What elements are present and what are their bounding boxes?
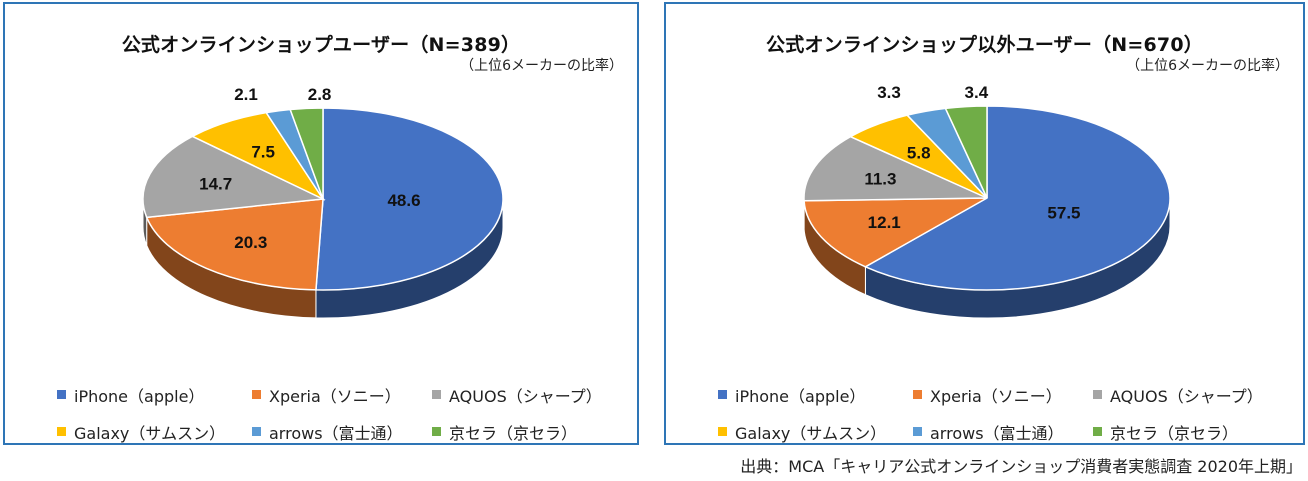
data-label-kyocera: 3.4 bbox=[965, 83, 989, 102]
legend-item: AQUOS（シャープ） bbox=[1093, 383, 1263, 407]
data-label-xperia: 12.1 bbox=[868, 213, 901, 232]
legend-label: AQUOS（シャープ） bbox=[449, 386, 602, 406]
legend-item: iPhone（apple） bbox=[57, 383, 252, 407]
legend-swatch-arrows bbox=[913, 427, 922, 436]
legend-label: Xperia（ソニー） bbox=[930, 386, 1062, 406]
legend-item: arrows（富士通） bbox=[913, 420, 1093, 444]
pie-chart: 48.6 20.3 14.7 7.5 2.1 2.8 bbox=[142, 85, 504, 319]
legend-label: Galaxy（サムスン） bbox=[735, 423, 887, 443]
pie-slice-iphone bbox=[315, 107, 504, 291]
legend-swatch-galaxy bbox=[718, 427, 727, 436]
legend-swatch-iphone bbox=[718, 390, 727, 399]
pie-chart: 57.5 12.1 11.3 5.8 3.3 3.4 bbox=[803, 83, 1171, 319]
chart-panel-other-shop: 公式オンラインショップ以外ユーザー（N=670） （上位6メーカーの比率） 57… bbox=[664, 2, 1305, 445]
pie-slice-xperia bbox=[145, 198, 324, 291]
legend-label: arrows（富士通） bbox=[930, 423, 1064, 443]
legend-swatch-iphone bbox=[57, 390, 66, 399]
data-label-xperia: 20.3 bbox=[234, 233, 267, 252]
legend: iPhone（apple） Xperia（ソニー） AQUOS（シャープ） Ga… bbox=[718, 376, 1278, 450]
data-label-iphone: 48.6 bbox=[387, 191, 420, 210]
legend-label: Xperia（ソニー） bbox=[269, 386, 401, 406]
legend-swatch-kyocera bbox=[432, 427, 441, 436]
legend-swatch-xperia bbox=[913, 390, 922, 399]
pie-slice-xperia bbox=[803, 197, 988, 268]
data-label-aquos: 14.7 bbox=[199, 175, 232, 194]
chart-subtitle: （上位6メーカーの比率） bbox=[1126, 58, 1289, 74]
legend-label: AQUOS（シャープ） bbox=[1110, 386, 1263, 406]
legend-swatch-xperia bbox=[252, 390, 261, 399]
pie-slice-kyocera bbox=[289, 107, 324, 200]
pie-slice-kyocera bbox=[944, 105, 988, 199]
legend-item: 京セラ（京セラ） bbox=[432, 420, 577, 444]
legend-label: 京セラ（京セラ） bbox=[449, 423, 578, 443]
pie-slice-iphone bbox=[863, 105, 1171, 291]
legend-swatch-galaxy bbox=[57, 427, 66, 436]
chart-panel-official-shop: 公式オンラインショップユーザー（N=389） （上位6メーカーの比率） 48.6… bbox=[3, 2, 639, 445]
pie-slice-aquos bbox=[803, 135, 988, 202]
data-label-iphone: 57.5 bbox=[1047, 204, 1080, 223]
legend-item: 京セラ（京セラ） bbox=[1093, 420, 1238, 444]
legend-item: arrows（富士通） bbox=[252, 420, 432, 444]
legend-label: Galaxy（サムスン） bbox=[74, 423, 226, 443]
legend-item: Galaxy（サムスン） bbox=[57, 420, 252, 444]
pie-slice-aquos bbox=[142, 135, 326, 219]
legend-swatch-kyocera bbox=[1093, 427, 1102, 436]
legend-item: iPhone（apple） bbox=[718, 383, 913, 407]
chart-title: 公式オンラインショップ以外ユーザー（N=670） bbox=[766, 34, 1203, 56]
legend-item: Galaxy（サムスン） bbox=[718, 420, 913, 444]
data-label-aquos: 11.3 bbox=[864, 169, 896, 188]
data-label-galaxy: 7.5 bbox=[251, 142, 275, 161]
legend-swatch-aquos bbox=[432, 390, 441, 399]
legend-label: iPhone（apple） bbox=[735, 386, 866, 406]
legend-item: Xperia（ソニー） bbox=[252, 383, 432, 407]
data-label-arrows: 2.1 bbox=[234, 85, 258, 104]
legend-swatch-arrows bbox=[252, 427, 261, 436]
legend-item: Xperia（ソニー） bbox=[913, 383, 1093, 407]
legend: iPhone（apple） Xperia（ソニー） AQUOS（シャープ） Ga… bbox=[57, 376, 617, 450]
chart-title: 公式オンラインショップユーザー（N=389） bbox=[121, 34, 521, 56]
data-label-arrows: 3.3 bbox=[877, 83, 901, 102]
chart-subtitle: （上位6メーカーの比率） bbox=[460, 58, 623, 74]
legend-swatch-aquos bbox=[1093, 390, 1102, 399]
data-label-kyocera: 2.8 bbox=[308, 85, 332, 104]
source-note: 出典：MCA「キャリア公式オンラインショップ消費者実態調査 2020年上期」 bbox=[740, 457, 1302, 476]
legend-label: arrows（富士通） bbox=[269, 423, 403, 443]
legend-label: 京セラ（京セラ） bbox=[1110, 423, 1239, 443]
legend-label: iPhone（apple） bbox=[74, 386, 205, 406]
data-label-galaxy: 5.8 bbox=[907, 143, 931, 162]
legend-item: AQUOS（シャープ） bbox=[432, 383, 602, 407]
